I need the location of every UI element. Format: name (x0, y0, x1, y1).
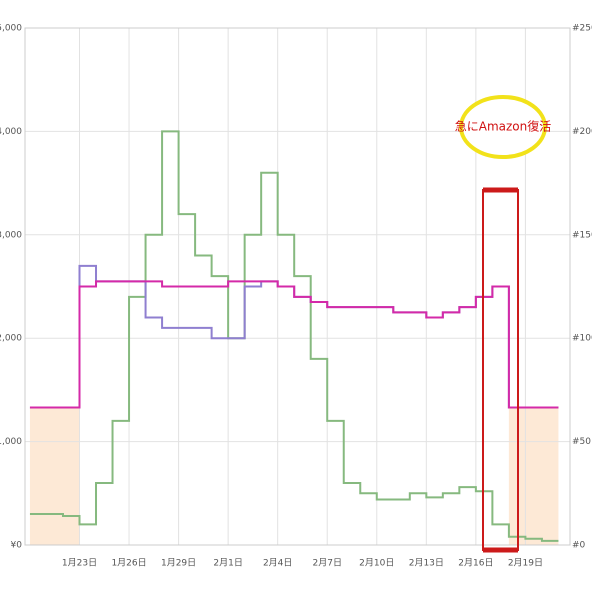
x-tick-label: 2月7日 (313, 558, 342, 569)
y2-tick-label: #150 (572, 230, 592, 240)
line (29, 280, 559, 409)
line (29, 130, 559, 542)
annotation: 急にAmazon復活 (455, 119, 552, 134)
y2-tick-label: #250 (572, 24, 592, 34)
y2-tick-label: #0 (572, 541, 586, 551)
y2-tick-label: #100 (572, 334, 592, 344)
y-tick-label: ¥4,000 (0, 127, 22, 137)
y-tick-label: ¥2,000 (0, 334, 22, 344)
x-tick-label: 2月4日 (263, 558, 292, 569)
y2-tick-label: #200 (572, 127, 592, 137)
x-tick-label: 1月29日 (161, 558, 196, 569)
y-tick-label: ¥1,000 (0, 437, 22, 447)
y-tick-label: ¥5,000 (0, 24, 22, 34)
x-tick-label: 2月10日 (359, 558, 394, 569)
x-tick-label: 2月13日 (409, 558, 444, 569)
y-tick-label: ¥3,000 (0, 230, 22, 240)
area (29, 407, 80, 545)
y2-tick-label: #50 (572, 437, 591, 447)
plot-frame (24, 27, 571, 546)
y-tick-label: ¥0 (11, 541, 23, 551)
x-tick-label: 1月26日 (111, 558, 146, 569)
x-tick-label: 2月19日 (508, 558, 543, 569)
x-tick-label: 2月16日 (458, 558, 493, 569)
annotation-oval (459, 95, 547, 159)
area (508, 407, 559, 545)
x-tick-label: 2月1日 (213, 558, 242, 569)
x-tick-label: 1月23日 (62, 558, 97, 569)
